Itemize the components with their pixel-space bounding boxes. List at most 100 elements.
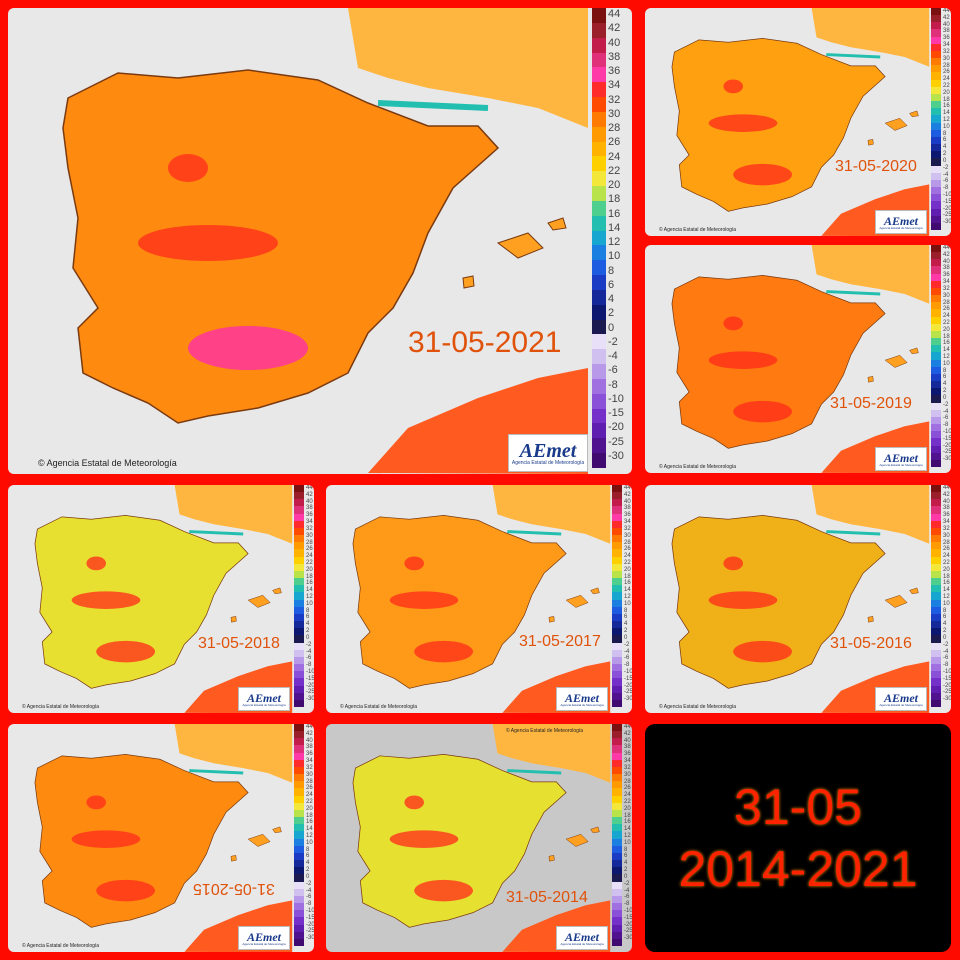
legend-tick-label: 38 <box>624 744 631 751</box>
legend-tick-label: 36 <box>943 272 950 279</box>
legend-swatch <box>294 642 304 651</box>
legend-swatch <box>294 802 304 811</box>
legend-tick-label: -30 <box>943 696 951 703</box>
hot-region <box>404 556 424 571</box>
legend-swatch <box>294 664 304 672</box>
legend-swatch <box>612 527 622 536</box>
legend-tick-label: 38 <box>306 505 313 512</box>
legend-tick-label: -4 <box>943 408 949 415</box>
legend-tick-label: 0 <box>608 321 615 334</box>
legend-tick-label: 24 <box>943 76 950 83</box>
iberia-landmass <box>352 754 567 928</box>
legend-tick-label: 2 <box>624 867 628 874</box>
legend-swatch <box>294 752 304 761</box>
legend-tick-label: -2 <box>306 880 312 887</box>
legend-tick-label: -6 <box>306 894 312 901</box>
legend-swatch <box>612 621 622 629</box>
legend-tick-label: -25 <box>306 928 314 935</box>
legend-swatch <box>592 215 606 232</box>
legend-swatch <box>931 685 941 694</box>
legend-swatch <box>931 201 941 209</box>
legend-swatch <box>294 628 304 636</box>
legend-swatch <box>931 309 941 318</box>
legend-swatch <box>931 563 941 572</box>
agency-credit: © Agencia Estatal de Meteorología <box>22 704 100 710</box>
legend-tick-label: 22 <box>943 319 950 326</box>
france-landmass <box>811 485 930 544</box>
legend-tick-label: -10 <box>943 191 951 198</box>
legend-tick-label: -6 <box>943 178 949 185</box>
legend-tick-label: 26 <box>608 136 621 149</box>
legend-tick-label: 38 <box>624 505 631 512</box>
legend-swatch <box>931 506 941 515</box>
aemet-logo: AEmet Agencia Estatal de Meteorología <box>875 687 927 711</box>
legend-tick-label: -4 <box>608 350 618 362</box>
legend-swatch <box>931 122 941 131</box>
legend-swatch <box>294 731 304 739</box>
legend-swatch <box>612 874 622 883</box>
legend-tick-label: 28 <box>943 299 950 306</box>
france-landmass <box>174 485 293 544</box>
legend-swatch <box>931 72 941 81</box>
legend-tick-label: -8 <box>943 662 949 669</box>
legend-swatch <box>931 520 941 529</box>
legend-tick-label: 4 <box>306 621 310 628</box>
legend-tick-label: 40 <box>624 737 631 744</box>
legend-swatch <box>931 215 941 224</box>
hot-region <box>138 225 278 261</box>
legend-swatch <box>612 852 622 861</box>
legend-swatch <box>931 578 941 586</box>
legend-tick-label: 4 <box>608 293 615 305</box>
hot-region <box>71 830 141 848</box>
legend-tick-label: 24 <box>624 553 631 560</box>
legend-swatch <box>294 506 304 515</box>
legend-swatch <box>294 527 304 536</box>
legend-tick-label: 16 <box>943 103 950 110</box>
legend-tick-label: 34 <box>943 519 950 526</box>
legend-swatch <box>931 373 941 382</box>
legend-tick-label: 36 <box>306 512 313 519</box>
legend-swatch <box>294 910 304 918</box>
legend-tick-label: 32 <box>608 93 621 106</box>
legend-tick-label: 6 <box>943 614 947 621</box>
legend-tick-label: 14 <box>624 826 631 833</box>
legend-swatch <box>612 888 622 897</box>
legend-swatch <box>612 724 622 732</box>
legend-swatch <box>931 266 941 275</box>
legend-swatch <box>592 22 606 39</box>
legend-tick-label: 28 <box>624 539 631 546</box>
legend-swatch <box>294 535 304 543</box>
legend-tick-label: -10 <box>306 668 314 675</box>
legend-tick-label: 14 <box>943 587 950 594</box>
legend-tick-label: 32 <box>943 525 950 532</box>
legend-tick-label: 42 <box>943 14 950 21</box>
hot-region <box>733 163 792 186</box>
legend-swatch <box>931 79 941 88</box>
legend-tick-label: -20 <box>624 921 632 928</box>
legend-swatch <box>931 29 941 38</box>
legend-tick-label: 22 <box>306 798 313 805</box>
legend-swatch <box>592 37 606 53</box>
legend-swatch <box>612 506 622 515</box>
legend-tick-label: 14 <box>943 110 950 117</box>
legend-tick-label: 18 <box>306 812 313 819</box>
legend-swatch <box>931 101 941 109</box>
legend-swatch <box>612 917 622 925</box>
pyrenees-cool-band <box>826 53 881 59</box>
legend-swatch <box>592 304 606 321</box>
legend-swatch <box>931 108 941 116</box>
legend-swatch <box>294 724 304 732</box>
legend-swatch <box>294 838 304 847</box>
legend-swatch <box>612 642 622 651</box>
legend-swatch <box>612 563 622 572</box>
legend-tick-label: 26 <box>943 546 950 553</box>
legend-tick-label: 0 <box>624 873 628 880</box>
legend-swatch <box>612 549 622 558</box>
legend-tick-label: 6 <box>306 853 310 860</box>
legend-tick-label: 22 <box>624 559 631 566</box>
legend-swatch <box>931 424 941 432</box>
legend-swatch <box>931 151 941 159</box>
map-panel-2020: 44 42 40 38 36 34 32 30 28 26 24 22 20 18 16 14 12 10 8 6 4 2… <box>645 8 951 236</box>
legend-swatch <box>931 438 941 446</box>
summary-years: 2014-2021 <box>678 841 918 897</box>
